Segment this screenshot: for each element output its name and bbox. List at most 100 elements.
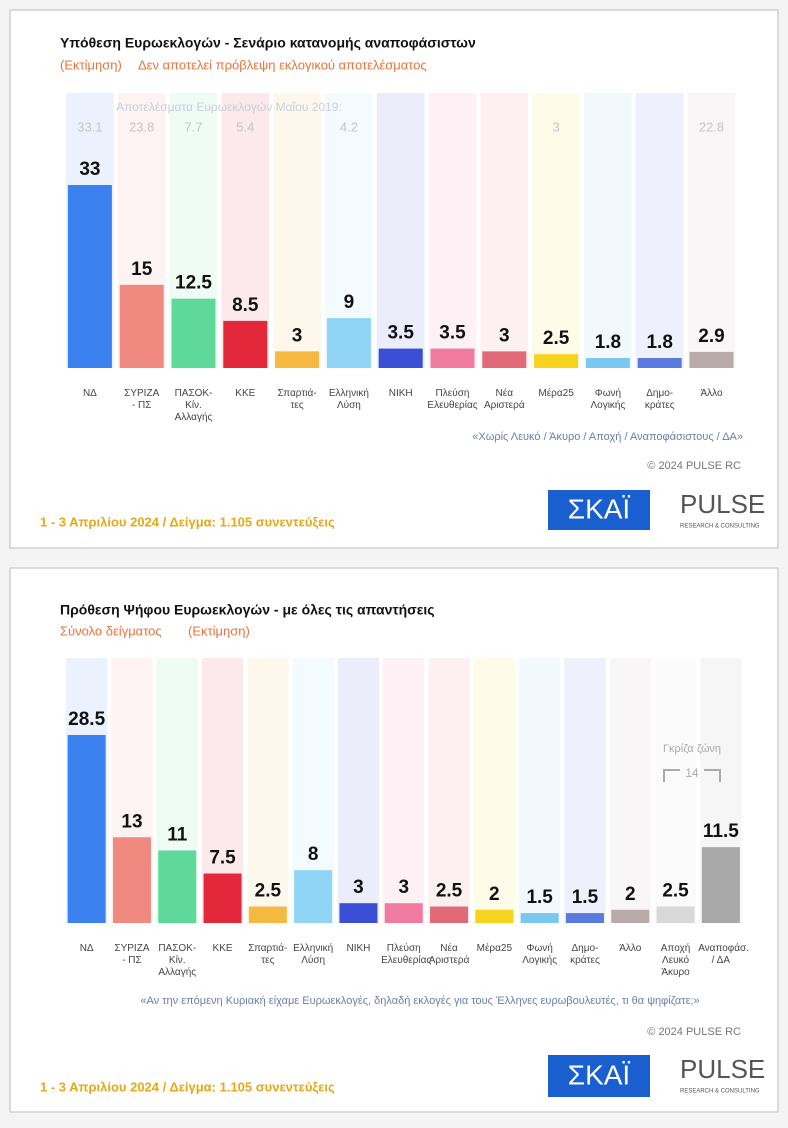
value-label: 2.5 xyxy=(662,881,689,902)
bar xyxy=(171,298,216,368)
bar xyxy=(67,735,106,923)
value-label: 3 xyxy=(398,877,409,898)
x-tick-label: Άλλο xyxy=(700,388,723,399)
x-tick-label: ΠΑΣΟΚ-Κίν. Αλλαγής xyxy=(174,388,213,423)
x-tick-label: Μέρα25 xyxy=(476,943,513,954)
panel xyxy=(9,9,779,549)
value-label: 2.5 xyxy=(436,881,463,902)
value-label: 1.5 xyxy=(526,887,553,908)
x-tick-label: Σπαρτιά- τες xyxy=(277,388,317,411)
subtitle: (Εκτίμηση) xyxy=(188,623,250,638)
previous-value: 7.7 xyxy=(184,119,202,134)
column-band xyxy=(480,93,529,368)
previous-value: 5.4 xyxy=(236,119,254,134)
bar xyxy=(203,873,242,923)
bar xyxy=(223,320,268,368)
x-tick-label: Δημο- κράτες xyxy=(570,943,600,966)
value-label: 1.8 xyxy=(595,332,621,353)
logo: PULSE xyxy=(680,1054,765,1084)
logo: ΣΚΑΪ xyxy=(568,1059,631,1090)
x-tick-label: Αναποφάσ. / ΔΑ xyxy=(698,943,749,966)
x-tick-label: Σπαρτιά- τες xyxy=(248,943,288,966)
column-band xyxy=(564,658,606,923)
value-label: 3 xyxy=(499,325,510,346)
x-tick-label: ΣΥΡΙΖΑ - ΠΣ xyxy=(114,943,150,966)
x-tick-label: Πλεύση Ελευθερίας xyxy=(427,388,478,411)
bar xyxy=(656,906,695,923)
x-tick-label: ΣΥΡΙΖΑ - ΠΣ xyxy=(124,388,160,411)
value-label: 11 xyxy=(167,824,188,845)
x-tick-label: ΝΙΚΗ xyxy=(346,943,371,954)
column-band xyxy=(473,658,515,923)
logo-box xyxy=(548,1055,650,1097)
subtitle: Δεν αποτελεί πρόβλεψη εκλογικού αποτελέσ… xyxy=(138,57,427,72)
x-tick-label: Φωνή Λογικής xyxy=(590,388,626,411)
column-band xyxy=(584,93,632,368)
value-label: 2 xyxy=(489,884,500,905)
bar xyxy=(585,358,630,368)
date-sample: 1 - 3 Απριλίου 2024 / Δείγμα: 1.105 συνε… xyxy=(40,514,335,529)
logo-sub: RESEARCH & CONSULTING xyxy=(680,1089,760,1095)
x-tick-label: Αποχή Λευκό Άκυρο xyxy=(660,943,691,978)
date-sample: 1 - 3 Απριλίου 2024 / Δείγμα: 1.105 συνε… xyxy=(40,1079,335,1094)
x-tick-label: Άλλο xyxy=(619,943,642,954)
bar xyxy=(689,351,734,368)
value-label: 11.5 xyxy=(703,821,739,842)
chart-title: Πρόθεση Ψήφου Ευρωεκλογών - με όλες τις … xyxy=(60,602,435,618)
bar xyxy=(701,847,740,923)
column-band xyxy=(273,93,321,368)
subtitle: (Εκτίμηση) xyxy=(60,57,122,72)
value-label: 1.8 xyxy=(646,332,672,353)
bar xyxy=(430,348,475,368)
x-tick-label: ΚΚΕ xyxy=(212,943,233,954)
bar xyxy=(339,903,378,923)
value-label: 15 xyxy=(131,259,153,280)
x-tick-label: Ελληνική Λύση xyxy=(328,388,369,411)
bar xyxy=(378,348,423,368)
value-label: 3.5 xyxy=(439,323,466,344)
value-label: 2.5 xyxy=(543,328,570,349)
bar xyxy=(430,906,469,923)
bar xyxy=(534,354,579,368)
bar xyxy=(384,903,423,923)
bar xyxy=(158,850,197,923)
value-label: 1.5 xyxy=(572,887,599,908)
value-label: 9 xyxy=(344,292,355,313)
chart-title: Υπόθεση Ευρωεκλογών - Σενάριο κατανομής … xyxy=(60,35,476,51)
column-band xyxy=(609,658,651,923)
logo: ΣΚΑΪ xyxy=(568,493,631,524)
previous-value: 33.1 xyxy=(77,119,102,134)
value-label: 2.9 xyxy=(698,326,724,347)
annotation-value: 14 xyxy=(685,766,699,780)
column-band xyxy=(428,93,477,368)
x-tick-label: Νέα Αριστερά xyxy=(428,943,470,966)
column-band xyxy=(247,658,289,923)
value-label: 3 xyxy=(353,877,364,898)
value-label: 7.5 xyxy=(209,848,236,869)
value-label: 28.5 xyxy=(68,709,105,730)
previous-value: 23.8 xyxy=(129,119,154,134)
previous-value: 22.8 xyxy=(699,119,724,134)
copyright: © 2024 PULSE RC xyxy=(647,460,741,472)
bar xyxy=(294,870,333,923)
x-tick-label: Μέρα25 xyxy=(538,388,574,399)
bar xyxy=(326,318,371,368)
previous-value: 4.2 xyxy=(340,119,358,134)
x-tick-label: Φωνή Λογικής xyxy=(522,943,558,966)
bar xyxy=(112,837,151,923)
note: «Χωρίς Λευκό / Άκυρο / Αποχή / Αναποφάσι… xyxy=(472,431,743,443)
bar xyxy=(520,913,559,923)
bar xyxy=(119,284,164,368)
column-band xyxy=(428,658,470,923)
x-tick-label: Δημο- κράτες xyxy=(644,388,675,411)
x-tick-label: ΚΚΕ xyxy=(235,388,256,399)
bar xyxy=(67,185,112,368)
value-label: 12.5 xyxy=(175,273,212,294)
value-label: 3.5 xyxy=(387,323,414,344)
column-band xyxy=(337,658,380,923)
bar xyxy=(275,351,320,368)
copyright: © 2024 PULSE RC xyxy=(647,1026,741,1038)
value-label: 3 xyxy=(292,325,303,346)
